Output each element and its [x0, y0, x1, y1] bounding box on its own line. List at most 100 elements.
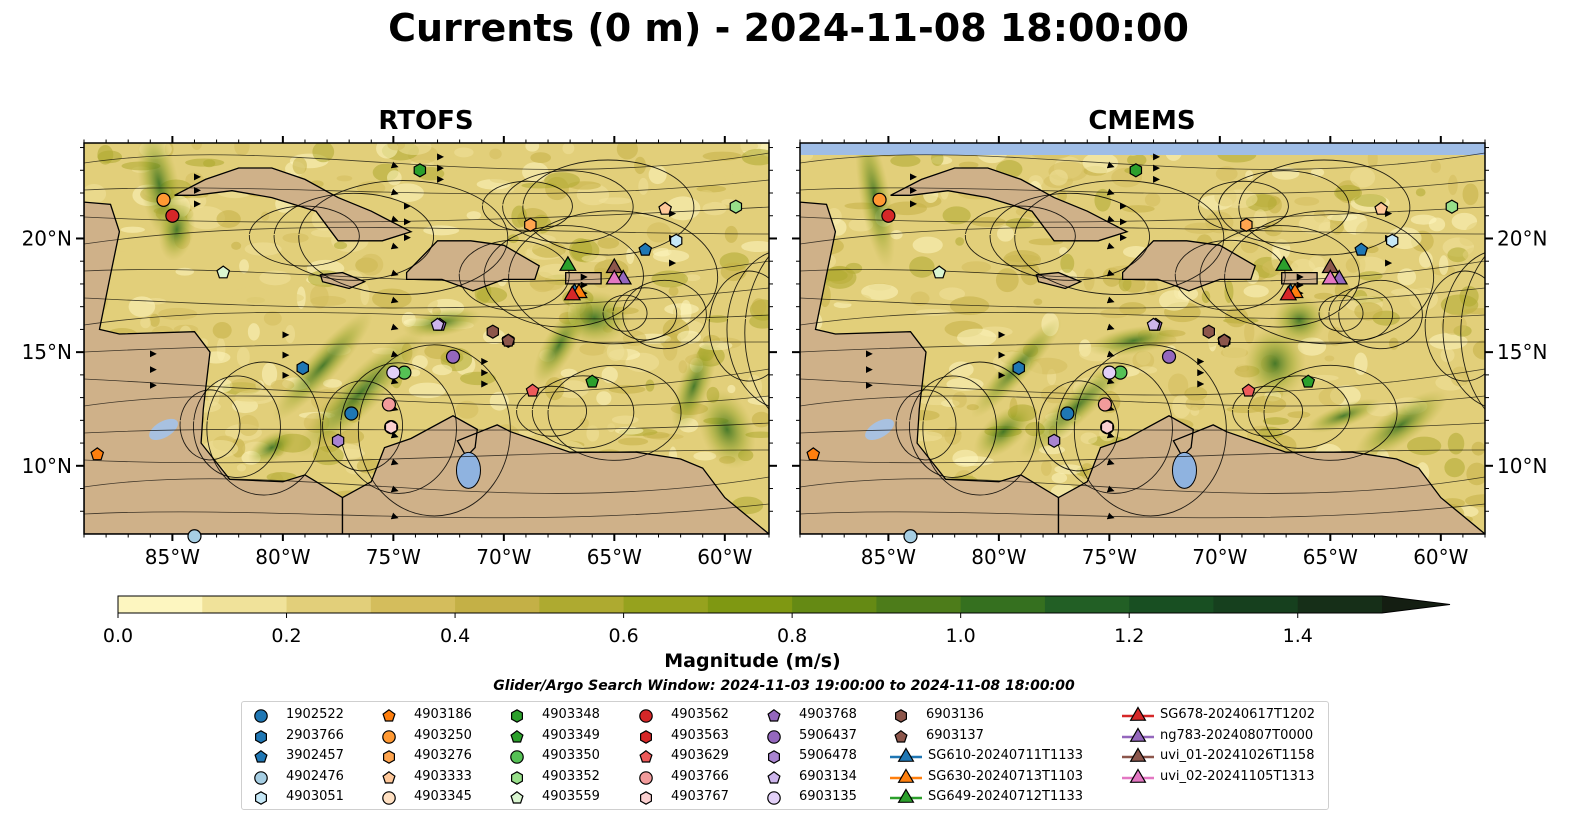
pentagon-marker-icon [639, 750, 653, 763]
triangle-marker-icon [1122, 726, 1154, 742]
legend-label: 4903186 [414, 707, 472, 722]
colorbar-tick-label: 0.2 [271, 625, 301, 647]
lon-tick-label: 60°W [697, 545, 752, 569]
obs-marker [1275, 255, 1293, 271]
legend-marker [1129, 747, 1147, 762]
circle-marker-icon [639, 770, 653, 785]
lon-tick-label: 85°W [861, 545, 916, 569]
colorbar-segment [707, 596, 793, 613]
obs-marker [1385, 233, 1399, 248]
colorbar-tick-label: 1.4 [1283, 625, 1313, 647]
obs-marker [216, 265, 231, 279]
triangle-marker-icon [1122, 706, 1154, 721]
legend-label: 4903352 [542, 768, 600, 784]
triangle-marker-icon [890, 767, 922, 783]
pentagon-marker-icon [894, 729, 908, 743]
colorbar: 0.0 0.2 0.4 0.6 0.8 1.0 1.2 1.4 [103, 595, 1451, 647]
legend-marker [382, 770, 396, 784]
obs-marker [1445, 199, 1459, 214]
triangle-marker-icon [890, 788, 922, 803]
triangle-marker-icon [1122, 767, 1154, 783]
colorbar-segment [370, 596, 456, 613]
circle-marker-icon [254, 709, 268, 723]
lat-tick-label: 15°N [22, 340, 72, 364]
legend-label: ng783-20240807T0000 [1160, 727, 1314, 743]
legend-marker [510, 791, 524, 804]
lat-tick-label: 20°N [22, 226, 72, 250]
obs-marker [1161, 349, 1177, 364]
hexagon-marker-icon [639, 729, 652, 744]
triangle-marker-icon [1122, 747, 1154, 762]
legend-label: 4903250 [414, 727, 472, 743]
pentagon-marker-icon [382, 770, 396, 784]
legend-label: 4903768 [799, 707, 857, 722]
obs-marker [413, 163, 427, 178]
legend-label: 2903766 [286, 727, 344, 743]
legend-label: uvi_02-20241105T1313 [1160, 768, 1315, 784]
legend-marker [254, 750, 268, 763]
legend-label: 4903629 [671, 748, 729, 763]
legend-marker [382, 791, 396, 805]
legend-marker [639, 770, 653, 785]
legend-label: 6903137 [926, 727, 984, 743]
colorbar-segment [1044, 596, 1130, 613]
legend-label: 6903134 [799, 768, 857, 784]
legend-label: 5906437 [799, 727, 857, 743]
obs-marker [729, 199, 743, 214]
hexagon-marker-icon [639, 791, 652, 805]
colorbar-tick-label: 0.8 [777, 625, 807, 647]
obs-marker [1129, 163, 1143, 178]
hexagon-marker-icon [510, 770, 523, 785]
lat-tick-label: 10°N [22, 454, 72, 478]
lon-tick-label: 70°W [476, 545, 531, 569]
figure-title: Currents (0 m) - 2024-11-08 18:00:00 [388, 6, 1189, 50]
legend-label: 4903348 [542, 707, 600, 722]
obs-marker [1241, 383, 1256, 397]
legend-marker [510, 709, 523, 723]
legend-marker [767, 770, 781, 784]
lon-tick-label: 85°W [145, 545, 200, 569]
colorbar-segment [539, 596, 625, 613]
search-window-caption: Glider/Argo Search Window: 2024-11-03 19… [493, 678, 1075, 694]
obs-marker [932, 265, 947, 279]
colorbar-segment [1297, 596, 1383, 613]
obs-marker [156, 192, 171, 207]
legend-marker [767, 709, 781, 722]
circle-marker-icon [510, 750, 524, 764]
lon-tick-label: 65°W [587, 545, 642, 569]
legend-label: 4903349 [542, 727, 600, 743]
panel-rtofs: 85°W 80°W 75°W 70°W 65°W 60°W 20°N 15°N 10°N [22, 136, 777, 569]
legend-marker [897, 747, 915, 762]
obs-marker [381, 397, 397, 412]
colorbar-tick-label: 1.2 [1114, 625, 1144, 647]
colorbar-tick-label: 0.4 [440, 625, 470, 647]
legend-marker [639, 750, 653, 763]
lon-tick-label: 60°W [1413, 545, 1468, 569]
legend-marker [639, 791, 652, 805]
legend-marker [1129, 767, 1147, 783]
colorbar-segment [118, 596, 203, 613]
map-figure: 85°W 80°W 75°W 70°W 65°W 60°W20°N15°N10°N85°W… [22, 136, 1547, 647]
lat-tick-label: 20°N [1497, 226, 1547, 250]
legend-marker [767, 729, 781, 744]
colorbar-segment [1129, 596, 1214, 613]
obs-marker [605, 269, 624, 285]
obs-marker [1060, 406, 1075, 421]
legend-label: 5906478 [799, 748, 857, 763]
legend-marker [382, 729, 396, 744]
colorbar-tick-label: 0.0 [103, 625, 133, 647]
lat-tick-label: 15°N [1497, 340, 1547, 364]
pentagon-marker-icon [767, 770, 781, 784]
legend-label: 1902522 [286, 707, 344, 722]
obs-marker [1012, 360, 1026, 376]
obs-marker [386, 365, 401, 380]
panel-cmems: 85°W 80°W 75°W 70°W 65°W 60°W 20°N 15°N 10°N [792, 136, 1547, 569]
pentagon-marker-icon [767, 709, 781, 722]
obs-marker [1047, 433, 1061, 448]
legend-marker [1129, 726, 1147, 742]
obs-marker [165, 208, 180, 223]
obs-marker [296, 360, 309, 376]
colorbar-segment [455, 596, 540, 613]
legend-label: SG649-20240712T1133 [928, 789, 1084, 804]
legend-label: 4903767 [671, 789, 729, 804]
